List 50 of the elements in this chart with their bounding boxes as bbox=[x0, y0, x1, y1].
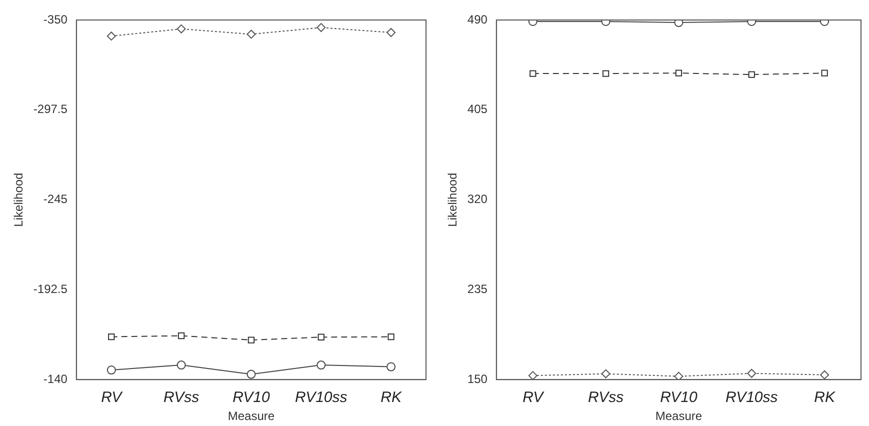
point bbox=[246, 370, 256, 379]
x-tick-label: RV bbox=[522, 388, 546, 406]
point bbox=[316, 23, 326, 32]
point bbox=[602, 70, 610, 77]
point bbox=[530, 70, 536, 77]
point bbox=[106, 32, 116, 41]
x-tick-label: RV10 bbox=[660, 388, 698, 406]
point bbox=[601, 369, 610, 378]
point bbox=[748, 71, 755, 78]
x-tick-label: RVss bbox=[588, 388, 624, 406]
point bbox=[248, 336, 255, 344]
point bbox=[316, 360, 326, 370]
x-tick-label: RV bbox=[101, 388, 124, 406]
point bbox=[386, 362, 396, 372]
point bbox=[528, 371, 538, 380]
point bbox=[388, 333, 394, 340]
y-tick-label: 150 bbox=[467, 372, 488, 386]
x-tick-label: RK bbox=[814, 388, 836, 406]
y-tick-label: -140 bbox=[43, 372, 68, 386]
y-tick-label: -297.5 bbox=[33, 102, 68, 116]
y-tick-label: 490 bbox=[467, 12, 488, 26]
point bbox=[318, 334, 324, 340]
y-tick-label: -350 bbox=[43, 12, 68, 26]
point bbox=[821, 70, 828, 76]
point bbox=[747, 368, 756, 378]
point bbox=[246, 30, 256, 39]
x-tick-label: RV10ss bbox=[294, 388, 348, 406]
point bbox=[675, 70, 682, 76]
x-tick-label: RVss bbox=[164, 388, 200, 406]
point bbox=[674, 372, 684, 380]
x-tick-label: RK bbox=[380, 388, 402, 406]
y-tick-label: -245 bbox=[43, 192, 68, 206]
point bbox=[178, 332, 185, 340]
point bbox=[176, 360, 186, 370]
point bbox=[176, 24, 186, 34]
x-tick-label: RV10ss bbox=[725, 388, 778, 406]
y-tick-label: 405 bbox=[467, 102, 488, 116]
point bbox=[820, 370, 830, 380]
x-tick-label: RV10 bbox=[232, 388, 270, 406]
x-axis-title: Measure bbox=[228, 409, 275, 424]
point bbox=[106, 366, 116, 375]
y-tick-label: 235 bbox=[467, 282, 488, 296]
point bbox=[108, 333, 115, 340]
y-axis-title: Likelihood bbox=[12, 172, 26, 227]
y-tick-label: -192.5 bbox=[33, 282, 68, 296]
point bbox=[386, 28, 396, 37]
y-axis-title: Likelihood bbox=[446, 172, 460, 227]
y-tick-label: 320 bbox=[467, 192, 488, 206]
x-axis-title: Measure bbox=[655, 409, 702, 424]
point bbox=[674, 20, 684, 28]
